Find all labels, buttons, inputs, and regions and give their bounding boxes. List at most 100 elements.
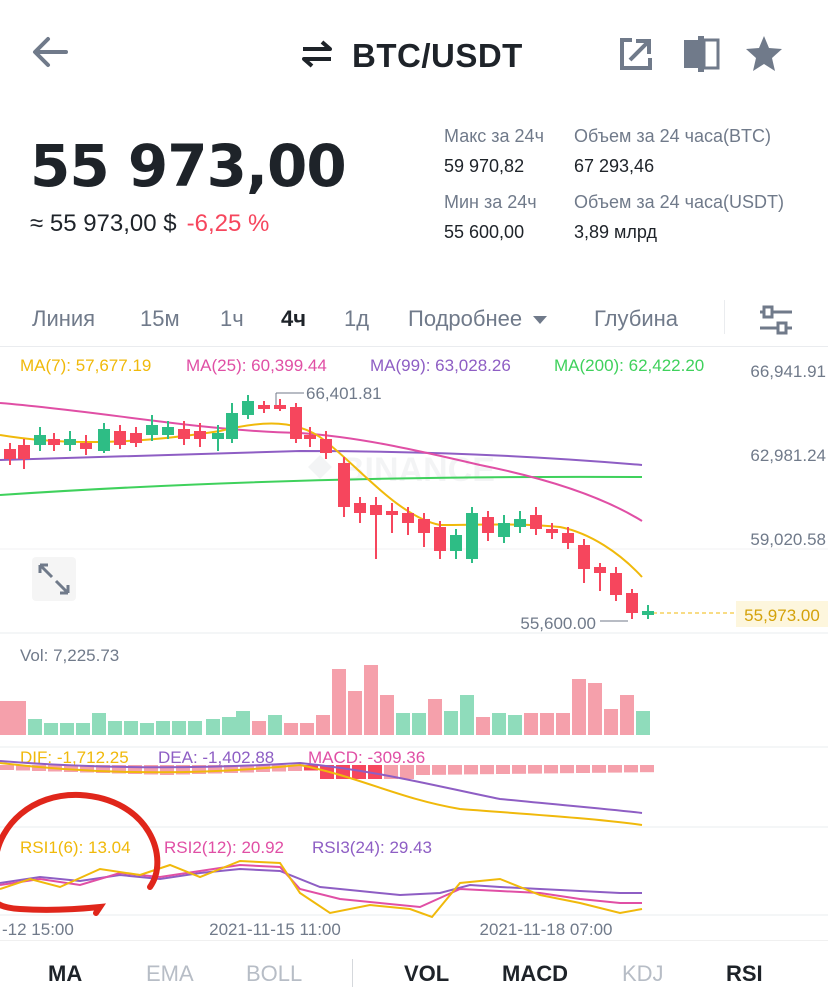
ma99-label: MA(99): 63,028.26 (370, 356, 511, 375)
candle (578, 539, 590, 583)
macd-bar (416, 765, 430, 775)
candle (546, 523, 558, 539)
macd-bar (592, 765, 606, 773)
volume-bar (572, 679, 586, 735)
macd-label: MACD: -309.36 (308, 748, 425, 767)
indicator-vol[interactable]: VOL (404, 961, 450, 986)
expand-icon[interactable] (32, 557, 76, 601)
candle (64, 431, 76, 451)
rsi3-line (0, 867, 642, 897)
tab-more-label: Подробнее (408, 306, 523, 331)
indicator-ema[interactable]: EMA (146, 961, 194, 986)
candle (212, 425, 224, 451)
volume-bar (556, 713, 570, 735)
volume-bar (140, 723, 154, 735)
tab-4h[interactable]: 4ч (281, 306, 307, 331)
last-price-tag-text: 55,973.00 (744, 606, 820, 625)
volume-bar (236, 711, 250, 735)
candle (402, 507, 414, 535)
candle (386, 503, 398, 533)
indicator-rsi[interactable]: RSI (726, 961, 763, 986)
candle (434, 521, 446, 559)
macd-bar (352, 765, 366, 779)
candle (370, 497, 382, 559)
watermark-text: BINANCE (340, 451, 495, 489)
tab-1d[interactable]: 1д (344, 306, 370, 331)
macd-bar (640, 765, 654, 773)
candle (320, 431, 332, 459)
chart-canvas: BINANCE MA(7): 57,677.19 MA(25): 60,399.… (0, 356, 828, 939)
pair-selector[interactable]: BTC/USDT (300, 34, 523, 78)
candle (4, 443, 16, 465)
tabs-divider (724, 300, 725, 334)
macd-bar (608, 765, 622, 773)
ma7-label: MA(7): 57,677.19 (20, 356, 151, 375)
vol-btc-label: Объем за 24 часа(BTC) (574, 126, 772, 146)
high-value: 59 970,82 (444, 156, 525, 176)
layout-icon[interactable] (682, 34, 722, 74)
tab-line[interactable]: Линия (32, 306, 96, 331)
kline-chart[interactable]: BINANCE MA(7): 57,677.19 MA(25): 60,399.… (0, 346, 828, 940)
ma7-line (0, 422, 643, 578)
candle (354, 497, 366, 523)
macd-bar (208, 765, 222, 774)
candle (610, 567, 622, 601)
candle (258, 401, 270, 413)
settings-sliders-icon[interactable] (756, 302, 796, 338)
x-tick-2: 2021-11-15 11:00 (209, 920, 341, 939)
indicator-bar: MA EMA BOLL VOL MACD KDJ RSI (0, 940, 828, 1000)
tab-1h[interactable]: 1ч (220, 306, 244, 331)
macd-bar (368, 765, 382, 779)
rsi1-label: RSI1(6): 13.04 (20, 838, 131, 857)
candle (466, 507, 478, 563)
last-price: 55 973,00 (30, 132, 347, 200)
candle (194, 423, 206, 447)
indicator-macd[interactable]: MACD (502, 961, 568, 986)
high-marker-label: 66,401.81 (306, 384, 382, 403)
candle (162, 421, 174, 439)
ma25-line (0, 402, 643, 522)
tab-more[interactable]: Подробнее (408, 306, 548, 332)
candle (450, 529, 462, 559)
candle (530, 507, 542, 535)
indicator-boll[interactable]: BOLL (246, 961, 303, 986)
volume-bar (206, 719, 220, 735)
tab-15m[interactable]: 15м (140, 306, 180, 331)
back-arrow-icon[interactable] (28, 32, 72, 72)
macd-bar (528, 765, 542, 774)
macd-bar (544, 765, 558, 774)
macd-bar (0, 765, 14, 770)
candle (418, 513, 430, 547)
candle (18, 439, 30, 469)
indicator-kdj[interactable]: KDJ (622, 961, 664, 986)
volume-bar (428, 699, 442, 735)
macd-bar (400, 765, 414, 779)
macd-bar (576, 765, 590, 773)
candle (80, 435, 92, 455)
volume-bar (108, 721, 122, 735)
vol-usdt-label: Объем за 24 часа(USDT) (574, 192, 785, 212)
candle (178, 421, 190, 445)
macd-bar (80, 765, 94, 773)
low-value: 55 600,00 (444, 222, 525, 242)
volume-bar (316, 715, 330, 735)
macd-bar (176, 765, 190, 775)
volume-bar (636, 711, 650, 735)
high-label: Макс за 24ч (444, 126, 544, 146)
share-icon[interactable] (616, 34, 656, 74)
star-icon[interactable] (744, 34, 784, 74)
candle (48, 433, 60, 451)
swap-icon (300, 39, 334, 74)
candle (642, 605, 654, 619)
candle (130, 427, 142, 447)
macd-bar (128, 765, 142, 774)
macd-bar (64, 765, 78, 772)
volume-bar (300, 723, 314, 735)
indicator-ma[interactable]: MA (48, 961, 83, 986)
volume-bar (380, 695, 394, 735)
watermark-logo: BINANCE (308, 451, 495, 489)
ma200-line (0, 475, 643, 496)
tab-depth[interactable]: Глубина (594, 306, 679, 331)
red-circle-annotation (0, 791, 161, 916)
candle (114, 425, 126, 449)
